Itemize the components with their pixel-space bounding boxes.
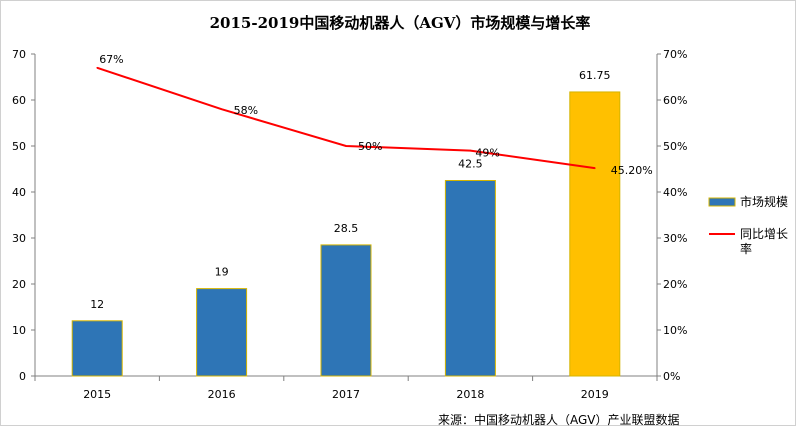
source-note: 来源：中国移动机器人（AGV）产业联盟数据 [438, 412, 680, 427]
legend-label-growth-rate-line2: 率 [740, 241, 752, 256]
growth-rate-point [220, 108, 223, 110]
y-left-tick-label: 10 [12, 324, 26, 337]
bars [71, 91, 621, 377]
legend-label-market-size: 市场规模 [740, 194, 788, 209]
growth-rate-point [469, 149, 472, 152]
chart-title: 2015-2019中国移动机器人（AGV）市场规模与增长率 [210, 14, 591, 32]
bar-value-label: 19 [215, 266, 229, 279]
growth-rate-point [96, 67, 98, 69]
growth-rate-point [594, 167, 596, 169]
axes: 0 10 20 30 40 50 60 70 0% 10% 20% 30% 40% 50% 60% 70% 20… [12, 48, 687, 401]
y-left-tick-label: 0 [19, 370, 26, 383]
bar [569, 91, 621, 377]
y-right-tick-label: 20% [663, 278, 687, 291]
bar [196, 288, 248, 377]
y-right-tick-label: 10% [663, 324, 687, 337]
y-right-tick-label: 50% [663, 140, 687, 153]
bar-value-label: 42.5 [458, 158, 483, 171]
bar [320, 244, 372, 377]
bar-value-label: 12 [90, 298, 104, 311]
y-right-tick-label: 60% [663, 94, 687, 107]
legend-label-growth-rate-line1: 同比增长 [740, 227, 788, 241]
data-labels: 12 19 28.5 42.5 61.75 67% 58% 50% 49% 45.20% [90, 53, 653, 311]
growth-line [96, 66, 596, 170]
growth-rate-series-line [96, 66, 595, 170]
y-right-tick-label: 70% [663, 48, 687, 61]
x-tick-label: 2018 [456, 388, 484, 401]
x-tick-label: 2016 [208, 388, 236, 401]
growth-rate-label: 58% [234, 104, 258, 117]
x-tick-label: 2015 [83, 388, 111, 401]
growth-rate-label: 49% [475, 147, 499, 160]
legend-swatch-market-size [708, 197, 736, 207]
y-left-tick-label: 20 [12, 278, 26, 291]
y-left-tick-label: 40 [12, 186, 26, 199]
y-right-tick-label: 0% [663, 370, 680, 383]
x-tick-label: 2019 [581, 388, 609, 401]
growth-rate-label: 67% [99, 53, 123, 66]
growth-rate-label: 50% [358, 140, 382, 153]
y-left-tick-label: 50 [12, 140, 26, 153]
x-tick-label: 2017 [332, 388, 360, 401]
y-right-tick-label: 30% [663, 232, 687, 245]
bar [71, 320, 123, 377]
bar-value-label: 61.75 [579, 69, 611, 82]
growth-rate-point [345, 145, 347, 147]
bar-value-label: 28.5 [334, 222, 359, 235]
y-left-tick-label: 30 [12, 232, 26, 245]
y-right-tick-label: 40% [663, 186, 687, 199]
y-left-tick-label: 70 [12, 48, 26, 61]
bar [444, 180, 496, 377]
legend: 市场规模 同比增长 率 [708, 194, 788, 256]
growth-rate-label: 45.20% [611, 164, 653, 177]
y-left-tick-label: 60 [12, 94, 26, 107]
